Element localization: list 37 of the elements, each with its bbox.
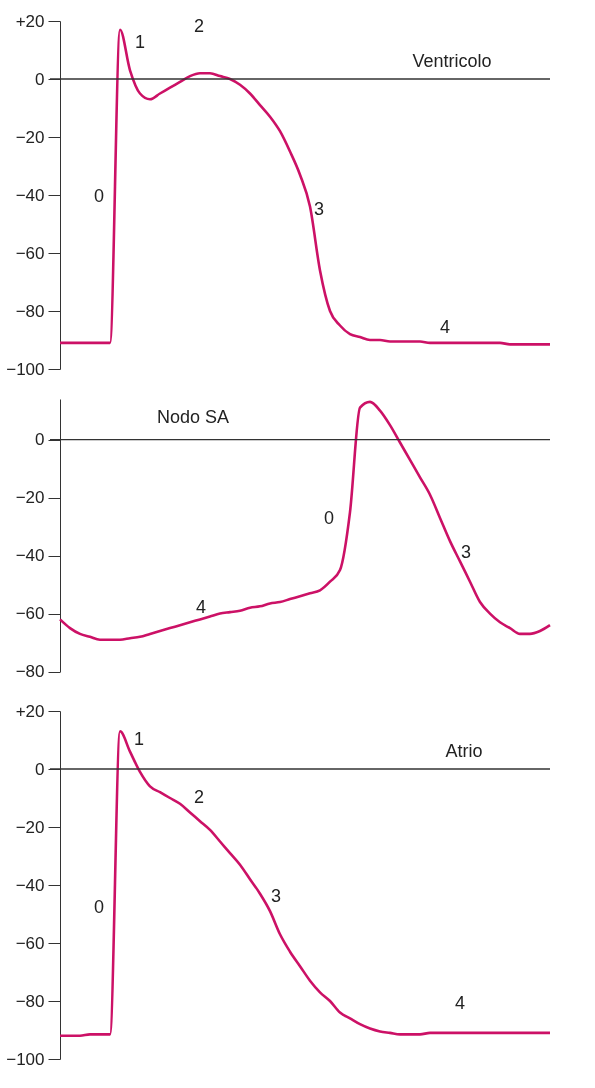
annotation: 2	[193, 787, 205, 807]
y-tick-label: 0	[35, 430, 45, 450]
y-tick-label: −40	[15, 546, 45, 566]
y-tick-label: −60	[15, 604, 45, 624]
annotation: 3	[460, 541, 472, 562]
annotation: 3	[270, 885, 282, 906]
annotation: 1	[134, 32, 146, 53]
annotation: 2	[193, 15, 205, 36]
y-tick-label: +20	[15, 11, 45, 31]
annotation: Ventricolo	[412, 50, 492, 71]
annotation: 4	[439, 317, 451, 338]
annotation: 0	[93, 186, 105, 207]
y-tick-label: 0	[35, 69, 45, 89]
y-tick-label: −80	[15, 662, 45, 682]
y-tick-label: −20	[15, 817, 45, 837]
y-tick-label: −20	[15, 127, 45, 147]
y-tick-label: 0	[35, 759, 45, 779]
annotation: Nodo SA	[156, 406, 230, 427]
line-series	[58, 730, 552, 1038]
line-series	[58, 400, 552, 641]
annotation: 0	[93, 897, 105, 918]
y-tick-label: −40	[15, 185, 45, 205]
annotation: 1	[133, 729, 145, 749]
annotation: 4	[195, 596, 207, 617]
y-tick-label: −40	[15, 875, 45, 895]
annotation: 3	[313, 198, 325, 219]
y-tick-label: +20	[15, 701, 45, 721]
y-tick-label: −20	[15, 488, 45, 508]
y-tick-label: −80	[15, 991, 45, 1011]
y-tick-label: −60	[15, 933, 45, 953]
annotation: 4	[454, 992, 466, 1013]
y-tick-label: −100	[6, 1049, 45, 1069]
y-tick-label: −60	[15, 243, 45, 263]
y-tick-label: −80	[15, 301, 45, 321]
annotation: Atrio	[445, 740, 483, 761]
y-tick-label: −100	[6, 359, 45, 379]
annotation: 0	[323, 508, 335, 529]
